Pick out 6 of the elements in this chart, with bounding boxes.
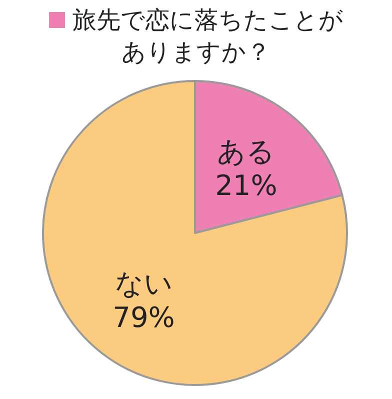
pie-slice: [42, 80, 348, 386]
slice-label: ある: [217, 134, 276, 168]
chart-title: 旅先で恋に落ちたことがありますか？: [72, 6, 344, 66]
data-label: 79%: [112, 301, 175, 334]
slice-label: ない: [114, 267, 173, 300]
data-label: 21%: [215, 168, 278, 202]
